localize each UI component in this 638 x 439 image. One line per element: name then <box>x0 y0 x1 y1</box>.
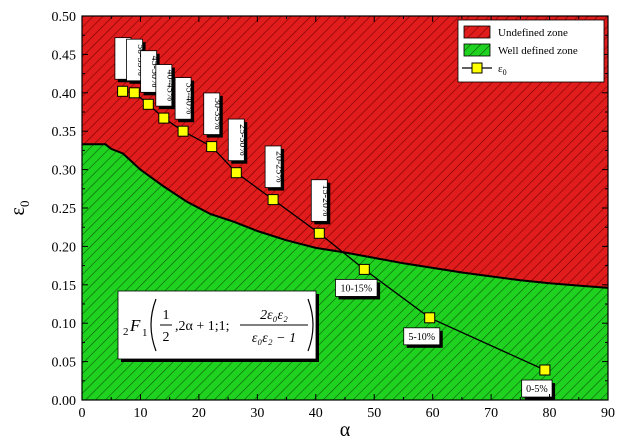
x-axis-ticks: 0 10 20 30 40 50 60 70 80 90 <box>79 16 615 421</box>
svg-text:,2α + 1;1;: ,2α + 1;1; <box>175 319 230 334</box>
data-point <box>424 312 436 324</box>
svg-text:5-10%: 5-10% <box>408 332 435 343</box>
svg-text:2: 2 <box>163 330 170 345</box>
x-tick-label: 70 <box>484 406 498 421</box>
data-label: 0-5% <box>521 379 556 401</box>
data-label: 30-35% <box>203 92 223 138</box>
svg-text:0-5%: 0-5% <box>526 384 548 395</box>
y-tick-label: 0.10 <box>52 317 77 332</box>
data-point <box>230 167 242 179</box>
y-axis-ticks: 0.00 0.05 0.10 0.15 0.20 0.25 0.30 0.35 0.40 0.45… <box>52 10 608 409</box>
x-tick-label: 50 <box>367 406 381 421</box>
y-tick-label: 0.05 <box>52 356 77 371</box>
epsilon0-markers <box>117 85 551 376</box>
y-tick-label: 0.50 <box>52 10 77 25</box>
y-tick-label: 0.20 <box>52 240 77 255</box>
svg-text:2: 2 <box>123 326 129 338</box>
svg-text:25-30%: 25-30% <box>237 124 248 156</box>
legend-swatch <box>463 25 491 39</box>
y-tick-label: 0.25 <box>52 202 77 217</box>
data-point <box>313 227 325 239</box>
svg-text:1: 1 <box>142 327 148 339</box>
y-tick-label: 0.45 <box>52 48 77 63</box>
svg-text:15-20%: 15-20% <box>320 185 331 217</box>
data-point <box>117 85 129 97</box>
data-label: 40-45% <box>155 64 175 110</box>
data-label: 20-25% <box>264 145 285 191</box>
y-tick-label: 0.30 <box>52 164 77 179</box>
data-point <box>267 194 279 206</box>
svg-text:10-15%: 10-15% <box>340 283 372 294</box>
data-point <box>142 98 154 110</box>
legend-label: Well defined zone <box>498 45 578 57</box>
legend-swatch <box>463 43 491 57</box>
svg-text:ε₀ε₂ − 1: ε₀ε₂ − 1 <box>252 331 296 346</box>
data-point <box>128 87 140 99</box>
x-tick-label: 80 <box>543 406 557 421</box>
svg-text:F: F <box>129 316 141 335</box>
svg-text:20-25%: 20-25% <box>274 151 285 183</box>
x-tick-label: 30 <box>250 406 264 421</box>
y-tick-label: 0.40 <box>52 87 77 102</box>
data-label: 5-10% <box>403 327 443 348</box>
zone-boundary-line <box>82 143 609 289</box>
data-point <box>539 364 551 376</box>
data-labels: 55-60%50-55%45-50%40-45%35-40%30-35%25-3… <box>114 37 556 401</box>
x-tick-label: 20 <box>192 406 206 421</box>
y-axis-title: ε0 <box>7 201 32 216</box>
data-label: 10-15% <box>335 279 381 300</box>
svg-text:45-50%: 45-50% <box>149 56 160 88</box>
x-tick-label: 0 <box>79 406 86 421</box>
data-point <box>206 141 218 153</box>
legend-label: ε0 <box>498 63 507 77</box>
x-tick-label: 90 <box>601 406 615 421</box>
x-tick-label: 60 <box>426 406 440 421</box>
legend: Undefined zone Well defined zone ε0 <box>457 19 605 83</box>
x-tick-label: 40 <box>309 406 323 421</box>
data-point <box>358 263 370 275</box>
svg-text:2ε₀ε₂: 2ε₀ε₂ <box>260 308 288 323</box>
x-tick-label: 10 <box>133 406 147 421</box>
svg-text:30-35%: 30-35% <box>212 98 223 130</box>
x-axis-title: α <box>340 419 351 439</box>
svg-text:35-40%: 35-40% <box>184 83 195 115</box>
legend-marker <box>471 62 483 74</box>
y-tick-label: 0.15 <box>52 279 77 294</box>
svg-text:40-45%: 40-45% <box>164 69 175 101</box>
data-point <box>158 112 170 124</box>
y-tick-label: 0.00 <box>52 394 77 409</box>
svg-text:1: 1 <box>163 308 170 323</box>
data-point <box>177 125 189 137</box>
data-label: 15-20% <box>310 179 331 225</box>
y-tick-label: 0.35 <box>52 125 77 140</box>
data-label: 25-30% <box>227 118 248 164</box>
legend-label: Undefined zone <box>498 27 568 39</box>
data-label: 35-40% <box>174 77 195 123</box>
